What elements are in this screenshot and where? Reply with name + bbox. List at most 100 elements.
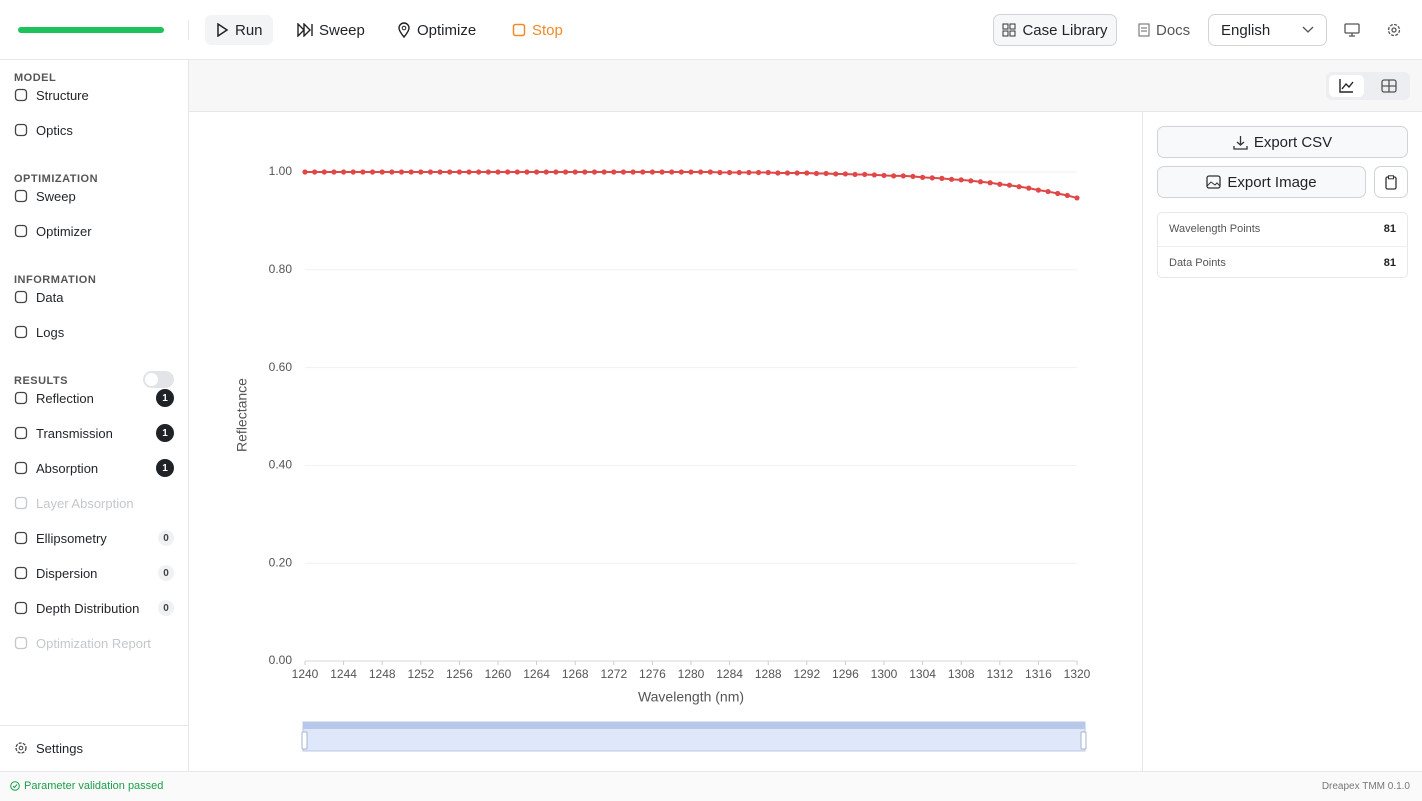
run-button[interactable]: Run: [205, 15, 273, 45]
zoom-slider-bar[interactable]: [303, 722, 1085, 729]
nav-item[interactable]: Sweep: [14, 184, 174, 208]
settings-nav-icon: [15, 742, 27, 754]
sweep-button[interactable]: Sweep: [287, 15, 375, 45]
nav-item[interactable]: Reflection 1: [14, 386, 174, 410]
nav-icon: [14, 566, 28, 580]
stat-row: Data Points 81: [1158, 246, 1407, 278]
nav-item[interactable]: Structure: [14, 83, 174, 107]
data-point: [1055, 190, 1061, 197]
data-point: [620, 169, 627, 175]
stat-label: Data Points: [1169, 256, 1226, 269]
nav-icon: [14, 636, 28, 650]
nav-item[interactable]: Optics: [14, 118, 174, 142]
nav-label: Data: [36, 289, 64, 305]
data-point: [302, 169, 308, 175]
nav-item[interactable]: Logs: [14, 320, 174, 344]
optimize-label: Optimize: [417, 21, 477, 39]
docs-button[interactable]: Docs: [1128, 15, 1200, 45]
zoom-handle-left[interactable]: [301, 731, 308, 750]
data-point: [910, 173, 916, 180]
nav-item[interactable]: Dispersion 0: [14, 561, 174, 585]
data-point: [389, 169, 395, 175]
y-tick-label: 0.60: [269, 360, 293, 374]
optimize-button[interactable]: Optimize: [387, 15, 486, 45]
copy-button[interactable]: [1374, 166, 1408, 198]
nav-item[interactable]: Ellipsometry 0: [14, 526, 174, 550]
language-select[interactable]: English: [1208, 14, 1327, 46]
nav-item[interactable]: Optimizer: [14, 219, 174, 243]
stat-row: Wavelength Points 81: [1158, 213, 1407, 245]
nav-item[interactable]: Data: [14, 285, 174, 309]
case-library-button[interactable]: Case Library: [993, 14, 1117, 46]
data-point: [717, 169, 723, 176]
nav-item[interactable]: Transmission 1: [14, 421, 174, 445]
data-point: [678, 169, 684, 175]
data-point: [601, 169, 607, 175]
data-point: [408, 169, 414, 175]
nav-item: Layer Absorption: [14, 491, 174, 515]
nav-icon: [14, 461, 28, 475]
x-tick-label: 1292: [793, 667, 820, 681]
filter-toggle[interactable]: [143, 371, 174, 388]
data-point: [881, 172, 887, 179]
data-point: [543, 169, 549, 175]
data-point: [649, 169, 655, 175]
data-point: [948, 176, 955, 182]
settings-nav-item[interactable]: Settings: [14, 736, 174, 760]
nav-label: Ellipsometry: [36, 530, 107, 546]
data-point: [437, 169, 443, 175]
data-point: [427, 169, 434, 175]
nav-label: Optics: [36, 122, 73, 138]
data-point: [813, 170, 820, 177]
count-badge: 0: [158, 600, 174, 616]
chart-view-button[interactable]: [1329, 75, 1364, 97]
data-point: [1074, 195, 1080, 201]
data-point: [669, 169, 675, 175]
status-message: Parameter validation passed: [10, 780, 163, 792]
nav-icon: [14, 601, 28, 615]
data-point: [321, 169, 327, 175]
data-point: [842, 171, 849, 177]
data-point: [707, 169, 713, 175]
x-tick-label: 1288: [755, 667, 782, 681]
settings-icon[interactable]: [1386, 22, 1402, 38]
x-tick-label: 1308: [948, 667, 975, 681]
monitor-icon[interactable]: [1344, 22, 1360, 38]
stop-button[interactable]: Stop: [502, 15, 573, 45]
top-bar: [0, 0, 1422, 60]
export-csv-button[interactable]: Export CSV: [1157, 126, 1408, 158]
data-point: [775, 170, 781, 176]
nav-item[interactable]: Depth Distribution 0: [14, 596, 174, 620]
x-tick-label: 1260: [485, 667, 512, 681]
x-tick-label: 1248: [369, 667, 396, 681]
zoom-handle-right[interactable]: [1080, 731, 1087, 750]
data-point: [331, 169, 337, 175]
export-image-button[interactable]: Export Image: [1157, 166, 1366, 198]
x-tick-label: 1256: [446, 667, 473, 681]
x-axis-title: Wavelength (nm): [638, 689, 744, 705]
data-point: [823, 170, 829, 177]
x-tick-label: 1272: [600, 667, 627, 681]
status-bar: [0, 771, 1422, 801]
y-tick-label: 0.00: [269, 653, 293, 667]
nav-icon: [14, 426, 28, 440]
check-icon: [10, 781, 20, 791]
data-point: [1045, 188, 1051, 195]
nav-item[interactable]: Absorption 1: [14, 456, 174, 480]
y-axis-title: Reflectance: [234, 378, 250, 452]
y-tick-label: 0.40: [269, 458, 293, 472]
data-point: [1016, 184, 1022, 190]
nav-label: Absorption: [36, 460, 99, 476]
data-point: [688, 169, 694, 175]
x-tick-label: 1252: [407, 667, 434, 681]
x-tick-label: 1304: [909, 667, 936, 681]
nav-icon: [14, 189, 28, 203]
section-header: OPTIMIZATION: [14, 173, 99, 185]
data-point: [871, 172, 877, 178]
data-point: [794, 170, 800, 176]
table-view-button[interactable]: [1381, 79, 1397, 93]
section-header: RESULTS: [14, 375, 69, 387]
data-point: [534, 169, 540, 175]
export-image-label: Export Image: [1227, 173, 1317, 191]
sidebar-footer-divider: [0, 725, 188, 726]
